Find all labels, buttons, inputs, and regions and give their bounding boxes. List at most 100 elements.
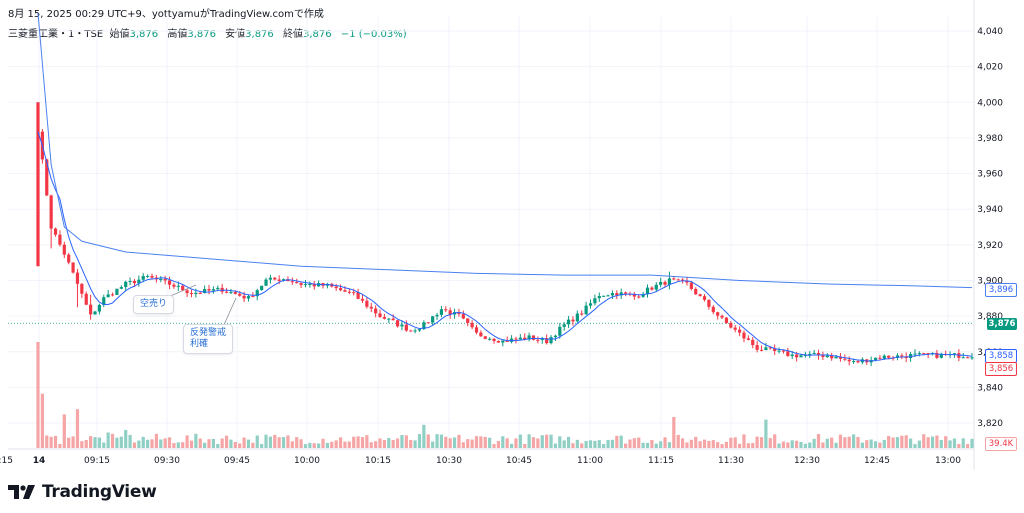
volume-bar [768,438,772,448]
candle-body [729,322,733,328]
candle-body [260,285,264,291]
volume-bar [751,443,755,448]
volume-bar [163,438,167,448]
candle-body [426,322,430,324]
volume-bar [89,436,93,448]
volume-bar [641,442,645,448]
candle-body [909,354,913,359]
candle-body [137,279,141,284]
candle-body [75,272,80,284]
candle-body [689,282,693,289]
volume-bar [737,443,742,448]
volume-bar [790,440,794,448]
volume-bar [413,440,417,448]
volume-bar [365,435,369,448]
volume-bar [716,442,720,448]
x-tick-label: 10:45 [506,456,532,466]
symbol-label[interactable]: 三菱重工業・1・TSE [8,29,104,40]
volume-bar [334,440,338,448]
volume-bar [606,440,610,448]
candle-body [663,281,667,285]
volume-bar [325,442,330,448]
candle-body [80,283,84,294]
volume-bar [62,414,66,448]
candle-body [501,340,505,343]
volume-bar [290,441,294,448]
volume-bar [492,444,496,448]
volume-bar [777,443,781,448]
volume-bar [952,438,957,448]
candle-body [746,338,750,340]
candle-body [645,287,650,295]
candle-body [159,278,163,280]
x-tick-label: 09:15 [84,456,110,466]
candle-body [825,355,829,357]
volume-bar [58,444,62,448]
volume-bar [795,440,799,448]
volume-bar [584,440,588,448]
candle-body [207,289,211,291]
volume-bar [395,438,400,448]
volume-bar [786,442,790,448]
candle-body [176,285,180,287]
candle-body [268,277,273,280]
candle-body [369,306,373,309]
candle-body [474,327,479,333]
volume-bar [224,435,229,448]
annotation-pointer-rebound [222,297,237,328]
volume-bar [729,437,733,448]
volume-bar [755,436,759,448]
candle-body [356,292,360,299]
candle-body [492,338,496,341]
candle-body [53,228,58,235]
annotation-rebound[interactable]: 反発警戒 利確 [183,324,234,354]
volume-bar [623,443,628,448]
tradingview-logo[interactable]: TradingView [8,482,157,502]
candle-body [198,292,202,294]
candle-body [935,352,939,358]
candle-body [676,279,680,281]
y-tick-label: 3,940 [977,205,1003,215]
candle-body [667,278,672,285]
vwap-price-label: 3,896 [985,283,1017,297]
candle-body [873,357,878,360]
candle-body [597,295,601,299]
volume-bar [711,440,715,448]
candle-body [347,291,351,293]
open-value: 3,876 [129,29,159,40]
candle-body [36,102,40,267]
volume-bar [71,436,75,448]
price-chart[interactable]: 4,040 4,020 4,000 3,980 3,960 3,940 3,920 3,900… [0,0,1024,470]
candle-body [132,280,137,284]
volume-bar [540,435,544,448]
high-label: 高値 [167,29,188,40]
volume-bar [53,435,58,448]
candle-body [716,312,720,316]
close-value: 3,876 [302,29,332,40]
candle-body [457,312,461,315]
volume-bar [110,433,115,448]
change-value: −1 (−0.03%) [340,29,407,40]
y-tick-label: 3,840 [977,383,1003,393]
annotation-short-sell[interactable]: 空売り [133,295,175,314]
volume-bar [409,439,413,448]
candle-body [742,332,746,339]
candle-body [606,295,610,297]
volume-bar [838,434,843,448]
volume-bar [246,439,251,448]
volume-bar [321,438,325,448]
candle-body [505,340,509,342]
volume-bar [891,437,895,448]
volume-bar [900,435,904,448]
volume-bar [303,444,308,448]
candle-body [431,316,435,323]
volume-bar [720,444,724,448]
candle-body [242,295,246,299]
volume-bar [930,436,935,448]
volume-bar [882,439,886,448]
volume-bar [45,435,49,448]
candle-body [580,313,584,315]
candle-body [545,338,549,344]
volume-bar [654,443,658,448]
volume-bar [220,438,224,448]
